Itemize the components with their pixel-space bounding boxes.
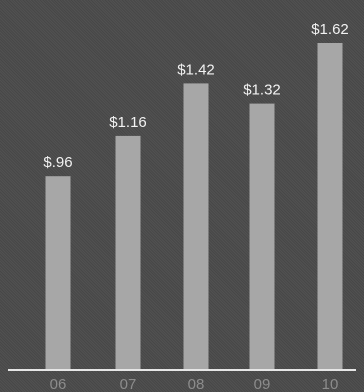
x-tick-label-08: 08	[188, 376, 205, 392]
bar-09	[249, 103, 275, 370]
value-label-07: $1.16	[109, 114, 147, 131]
x-tick-label-06: 06	[50, 376, 67, 392]
x-tick-label-07: 07	[120, 376, 137, 392]
bar-10	[317, 43, 343, 370]
value-label-09: $1.32	[243, 82, 281, 99]
bars-layer	[45, 43, 343, 371]
x-tick-label-09: 09	[254, 376, 271, 392]
value-label-06: $.96	[43, 154, 72, 171]
bar-07	[115, 135, 141, 370]
x-tick-label-10: 10	[322, 376, 339, 392]
value-labels-layer: $.96 $1.16 $1.42 $1.32 $1.62	[43, 21, 348, 171]
value-label-10: $1.62	[311, 21, 349, 38]
bar-08	[183, 83, 209, 371]
tick-labels-layer: 06 07 08 09 10	[50, 376, 339, 392]
bar-06	[45, 176, 71, 370]
value-label-08: $1.42	[177, 61, 215, 78]
